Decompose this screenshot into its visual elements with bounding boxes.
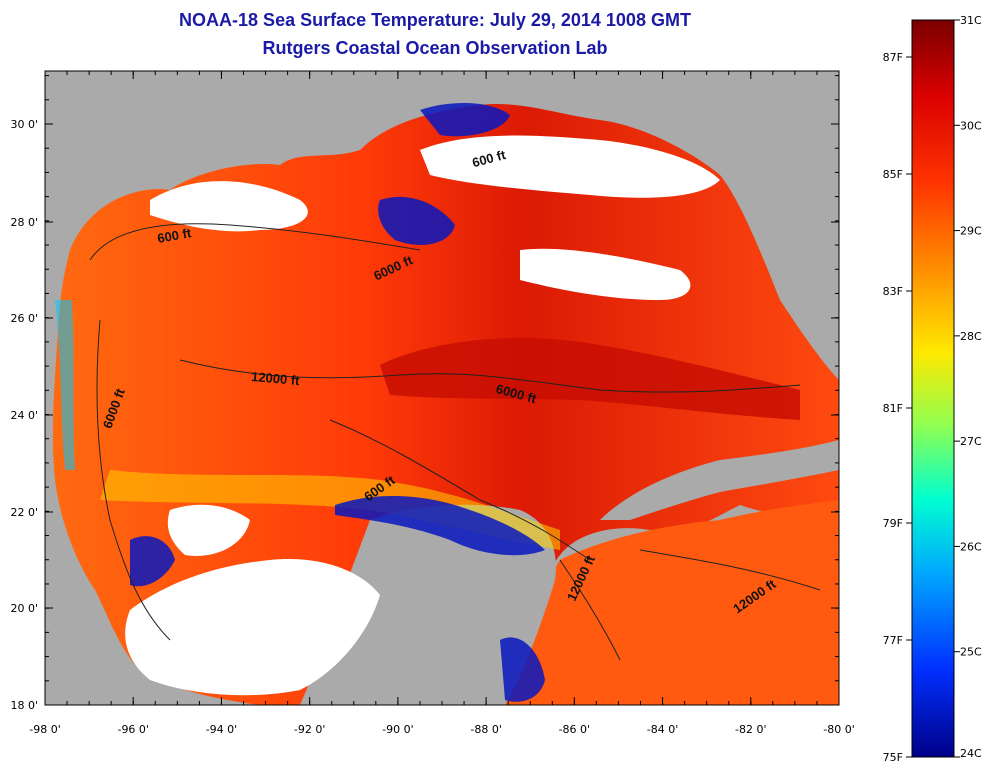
bathymetry-contours (89, 223, 821, 661)
x-tick-label: -84 0' (647, 723, 679, 736)
caribbean-sea (505, 500, 839, 705)
y-tick-label: 30 0' (10, 118, 38, 131)
fahrenheit-label: 75F (883, 751, 903, 764)
x-tick-label: -88 0' (470, 723, 502, 736)
fahrenheit-label: 85F (883, 168, 903, 181)
map-subtitle: Rutgers Coastal Ocean Observation Lab (262, 38, 608, 58)
celsius-label: 26C (960, 540, 982, 553)
celsius-label: 27C (960, 435, 982, 448)
celsius-label: 28C (960, 330, 982, 343)
x-tick-label: -90 0' (382, 723, 414, 736)
celsius-label: 31C (960, 14, 982, 27)
y-tick-label: 18 0' (10, 699, 38, 712)
x-tick-label: -94 0' (206, 723, 238, 736)
florida-peninsula (730, 71, 839, 360)
fahrenheit-label: 83F (883, 285, 903, 298)
x-tick-label: -82 0' (735, 723, 767, 736)
x-tick-label: -80 0' (823, 723, 855, 736)
coastal-cool-water (130, 103, 545, 702)
celsius-label: 24C (960, 747, 982, 760)
contour-label: 12000 ft (251, 369, 301, 388)
contour-label: 600 ft (156, 225, 193, 246)
map-title: NOAA-18 Sea Surface Temperature: July 29… (179, 10, 691, 30)
x-tick-label: -92 0' (294, 723, 326, 736)
gulf-basin (52, 104, 839, 705)
fahrenheit-label: 81F (883, 402, 903, 415)
warm-core (380, 337, 800, 420)
cool-band-south (100, 470, 560, 550)
y-tick-label: 28 0' (10, 216, 38, 229)
fahrenheit-label: 87F (883, 51, 903, 64)
x-tick-label: -98 0' (29, 723, 61, 736)
celsius-label: 25C (960, 646, 982, 659)
y-tick-label: 22 0' (10, 506, 38, 519)
y-tick-label: 20 0' (10, 602, 38, 615)
yucatan-peninsula (300, 504, 556, 705)
celsius-label: 30C (960, 119, 982, 132)
cool-band-west (55, 300, 75, 470)
fahrenheit-label: 79F (883, 517, 903, 530)
y-axis: 30 0' 28 0' 26 0' 24 0' 22 0' 20 0' 18 0' (10, 75, 839, 712)
x-axis: -98 0' -96 0' -94 0' -92 0' -90 0' -88 0' -86 … (29, 71, 855, 736)
y-tick-label: 26 0' (10, 312, 38, 325)
colorbar-labels: 31C 30C 29C 28C 27C 26C 25C 24C 87F 85F 83F 81F 79F 7… (883, 14, 982, 764)
y-tick-label: 24 0' (10, 409, 38, 422)
cuba-island (600, 440, 839, 520)
celsius-label: 29C (960, 225, 982, 238)
colorbar (911, 19, 955, 758)
fahrenheit-label: 77F (883, 634, 903, 647)
x-tick-label: -86 0' (559, 723, 591, 736)
x-tick-label: -96 0' (117, 723, 149, 736)
cloud-cover (125, 135, 720, 696)
